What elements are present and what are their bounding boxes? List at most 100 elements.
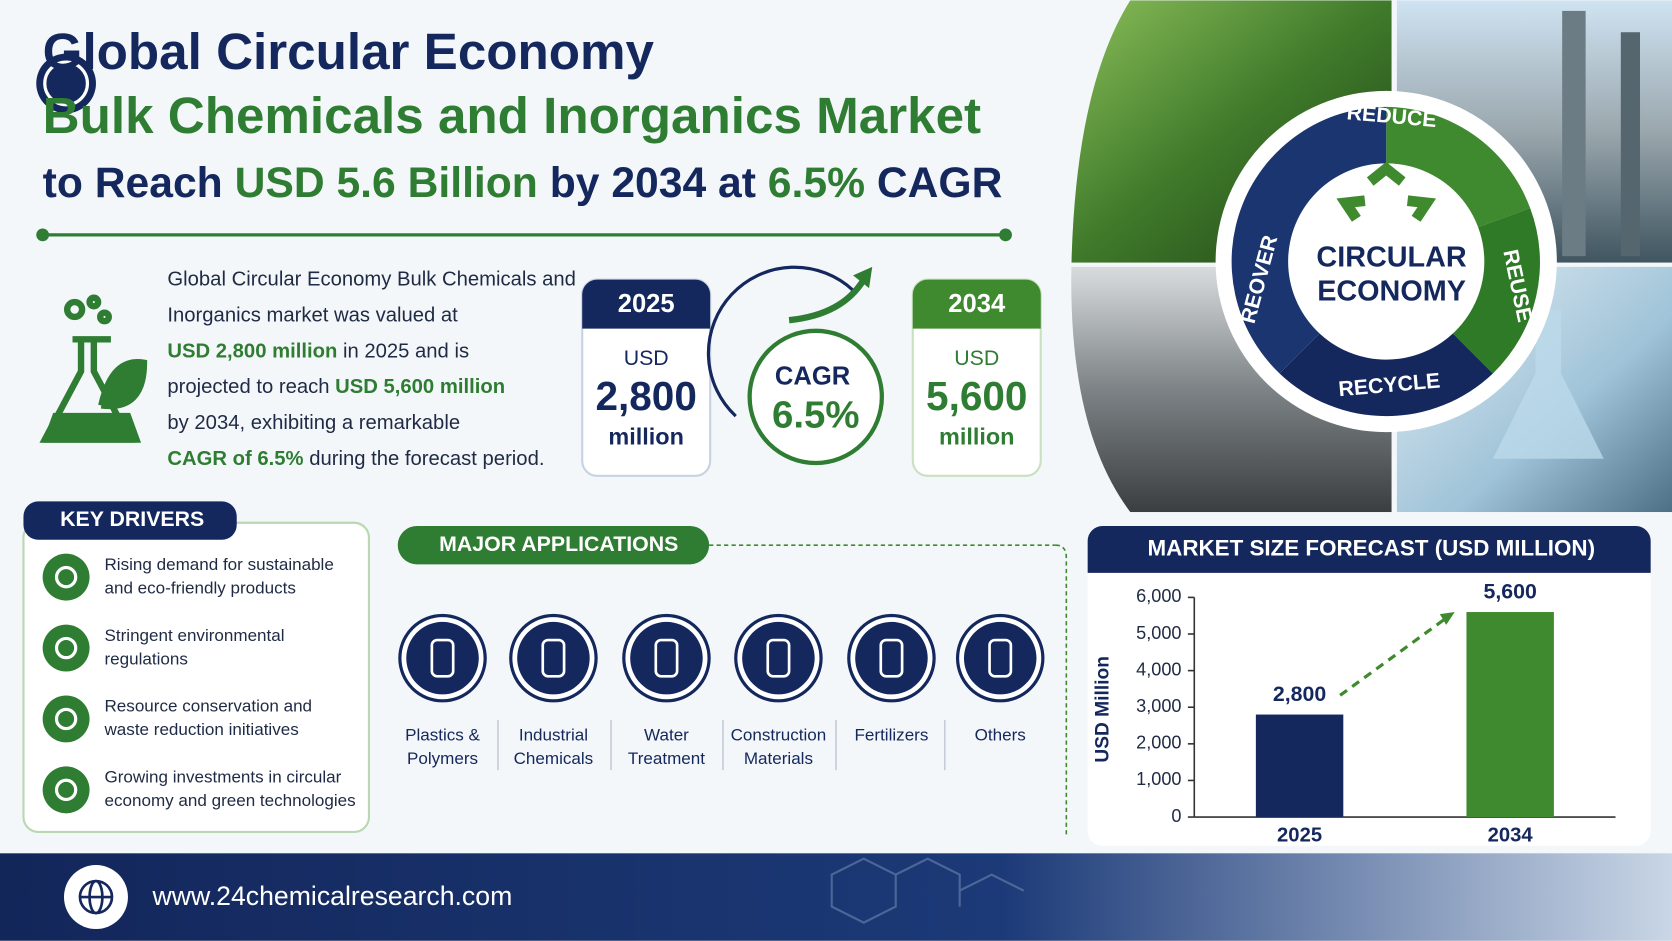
trend-arrowhead	[1439, 612, 1455, 625]
cagr-value: 6.5%	[772, 393, 859, 436]
summary-line: CAGR of 6.5% during the forecast period.	[167, 448, 544, 470]
photo-tower	[1620, 32, 1641, 257]
cycle-segment	[1450, 208, 1540, 374]
cycle-center-text: CIRCULAR ECONOMY	[1316, 241, 1467, 307]
y-tick-label: 6,000	[1136, 586, 1181, 606]
stat-unit: USD	[624, 346, 669, 370]
driver-text: Rising demand for sustainable	[105, 555, 334, 574]
driver-text: waste reduction initiatives	[104, 720, 299, 739]
stat-scale: million	[608, 424, 684, 450]
stat-card-end: 2034 USD 5,600 million	[911, 278, 1042, 477]
text-segment: Inorganics market was valued at	[167, 305, 458, 327]
app-label: Chemicals	[514, 749, 594, 768]
recycle-icon	[1336, 161, 1437, 222]
chart-header	[1087, 525, 1651, 573]
title-line: to Reach USD 5.6 Billion by 2034 at 6.5%…	[43, 159, 1003, 207]
app-icon-glyph	[654, 638, 679, 678]
text-segment: during the forecast period.	[304, 448, 545, 470]
stat-unit: USD	[954, 346, 999, 370]
summary: Global Circular Economy Bulk Chemicals a…	[167, 269, 576, 470]
app-icon-glyph	[541, 638, 566, 678]
driver-icon-glyph	[54, 707, 78, 731]
y-tick-label: 0	[1171, 806, 1181, 826]
driver-icon-glyph	[54, 636, 78, 660]
cycle-center-line: CIRCULAR	[1316, 241, 1467, 273]
divider-dot	[999, 228, 1012, 242]
app-label: Water	[644, 726, 689, 745]
text-segment: by 2034 at	[538, 159, 768, 207]
app-label: Industrial	[519, 726, 588, 745]
y-tick-label: 1,000	[1136, 769, 1181, 789]
chart-panel	[1087, 525, 1651, 846]
title-line: Bulk Chemicals and Inorganics Market	[43, 87, 981, 144]
y-tick-label: 4,000	[1136, 659, 1181, 679]
stat-cagr: CAGR 6.5%	[706, 265, 884, 466]
driver-icon-glyph	[54, 565, 78, 589]
text-segment: USD 2,800 million	[167, 341, 337, 363]
y-tick-label: 5,000	[1136, 623, 1181, 643]
summary-line: Inorganics market was valued at	[167, 305, 458, 327]
text-segment: in 2025 and is	[337, 341, 469, 363]
chart-title: MARKET SIZE FORECAST (USD MILLION)	[1148, 535, 1595, 560]
app-label: Plastics &	[405, 726, 480, 745]
drivers-tab	[23, 501, 237, 540]
driver-text: and eco-friendly products	[105, 578, 296, 597]
cycle-segment	[1386, 106, 1531, 230]
driver-icon	[42, 766, 90, 814]
app-label: Others	[975, 726, 1026, 745]
text-segment: to Reach	[43, 159, 235, 207]
stat-year: 2034	[948, 290, 1006, 318]
driver-text: economy and green technologies	[105, 791, 356, 810]
y-tick-label: 2,000	[1136, 733, 1181, 753]
footer	[0, 853, 1672, 941]
cycle-center	[1288, 163, 1485, 360]
app-icon-glyph	[766, 638, 791, 678]
app-label: Fertilizers	[855, 726, 929, 745]
app-icon-glyph	[879, 638, 904, 678]
drivers-title: KEY DRIVERS	[60, 507, 204, 531]
driver-icon-glyph	[54, 778, 78, 802]
footer-url: www.24chemicalresearch.com	[151, 881, 512, 911]
app-icon-inner	[742, 621, 815, 695]
apps-pill	[397, 525, 710, 565]
app-label: Construction	[731, 726, 827, 745]
apps-title: MAJOR APPLICATIONS	[439, 532, 678, 556]
app-icon-inner	[406, 621, 479, 695]
apps-rule	[1055, 544, 1068, 836]
cycle-center-line: ECONOMY	[1317, 275, 1466, 307]
text-segment: USD 5.6 Billion	[235, 159, 538, 207]
text-segment: 6.5%	[768, 159, 865, 207]
x-tick-label: 2034	[1488, 825, 1534, 847]
bar	[1255, 714, 1344, 818]
text-segment: USD 5,600 million	[335, 377, 505, 399]
app-label: Polymers	[407, 749, 478, 768]
cycle-segment	[1279, 330, 1493, 417]
photo-tower	[1562, 10, 1586, 257]
text-segment: by 2034, exhibiting a remarkable	[167, 412, 460, 434]
trend-arrow	[1339, 612, 1453, 697]
driver-icon	[42, 695, 90, 743]
value-label: 2,800	[1273, 682, 1326, 706]
app-icon-glyph	[988, 638, 1013, 678]
summary-line: projected to reach USD 5,600 million	[167, 377, 505, 399]
app-label: Treatment	[628, 749, 705, 768]
stat-value: 2,800	[595, 373, 696, 419]
bar	[1466, 612, 1554, 818]
cagr-label: CAGR	[775, 362, 850, 390]
bar-chart: 0 1,000 2,000 3,000 4,000 5,000 6,000 2025 2,800…	[1136, 579, 1616, 847]
text-segment: Global Circular Economy Bulk Chemicals a…	[167, 269, 576, 291]
summary-line: USD 2,800 million in 2025 and is	[167, 341, 469, 363]
stat-year: 2025	[618, 290, 675, 318]
text-segment: CAGR of 6.5%	[167, 448, 303, 470]
photo-flask	[1492, 309, 1604, 459]
divider-dot	[36, 228, 50, 242]
stat-scale: million	[939, 424, 1015, 450]
y-axis-label: USD Million	[1093, 656, 1114, 763]
flask-icon	[39, 294, 148, 443]
driver-icon	[42, 553, 90, 601]
value-label: 5,600	[1484, 579, 1537, 603]
stat-value: 5,600	[926, 373, 1027, 419]
driver-text: Resource conservation and	[105, 697, 313, 716]
stat-card-start: 2025 USD 2,800 million	[581, 278, 712, 477]
